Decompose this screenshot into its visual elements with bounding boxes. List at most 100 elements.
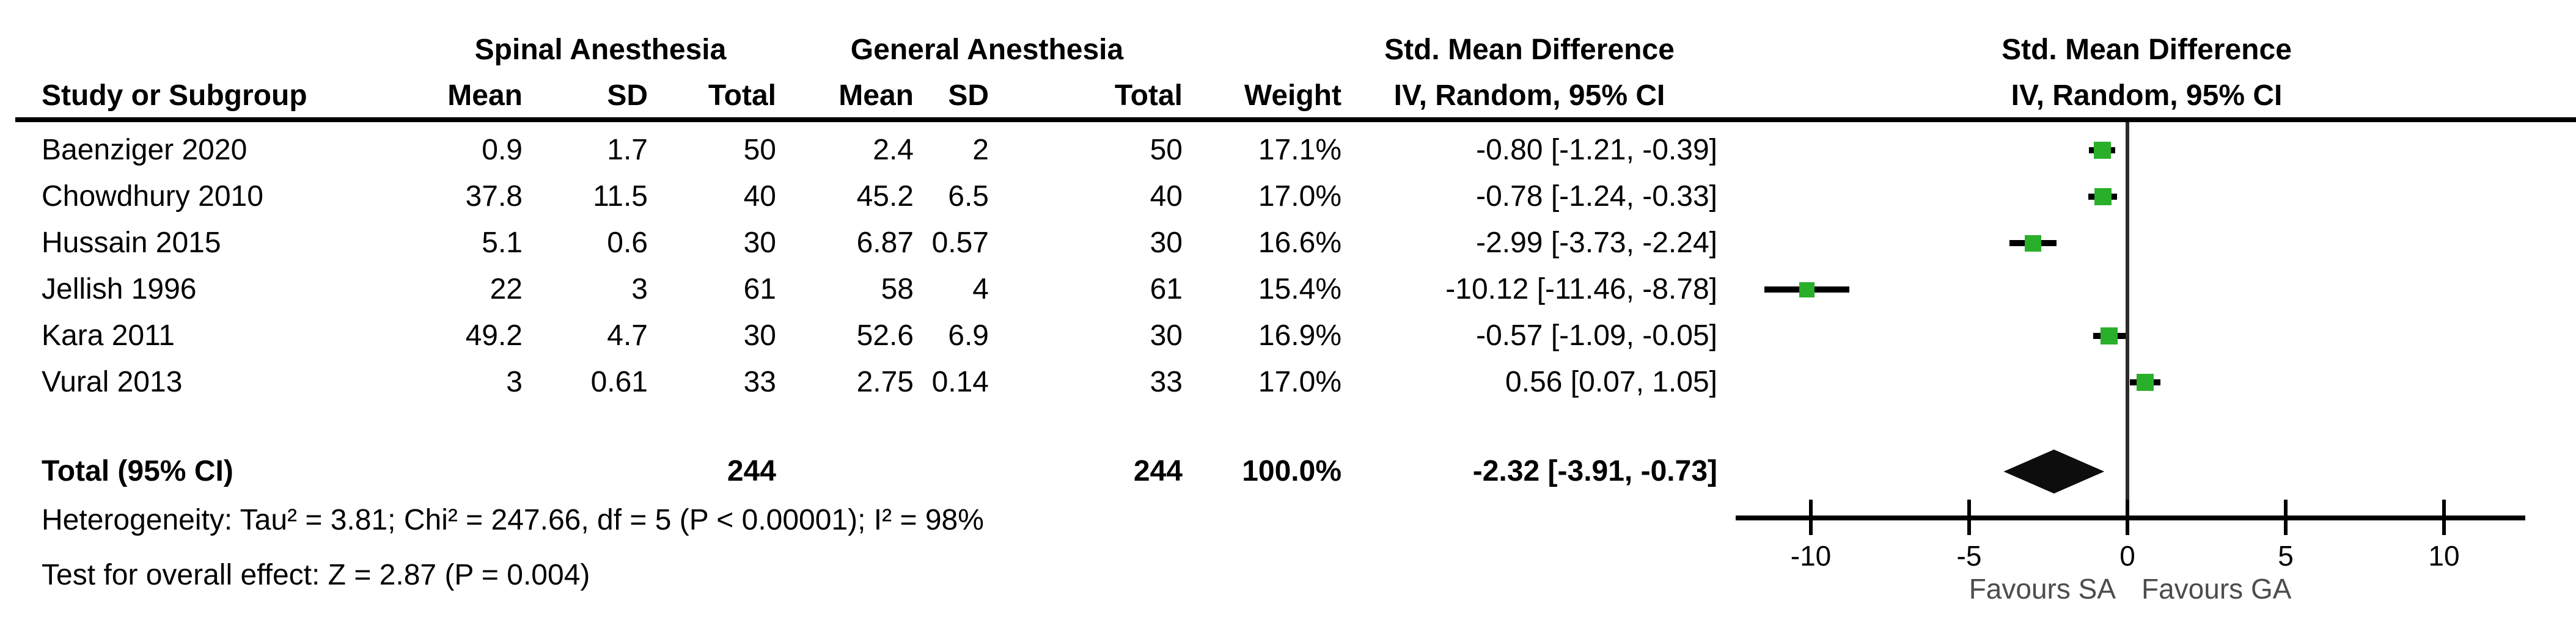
- study-label: Chowdhury 2010: [42, 180, 263, 213]
- ga-total-value: 30: [1150, 227, 1183, 259]
- effect-point-square: [2093, 142, 2111, 159]
- sa-sd-column-header: SD: [607, 79, 648, 112]
- smd-ci-text: 0.56 [0.07, 1.05]: [1505, 366, 1717, 398]
- effect-point-square: [2024, 235, 2041, 252]
- ga-sd-value: 6.5: [948, 180, 989, 213]
- weight-value: 17.0%: [1258, 366, 1341, 398]
- plot-title: Std. Mean Difference: [2002, 34, 2292, 66]
- overall-effect-stats: Test for overall effect: Z = 2.87 (P = 0…: [42, 559, 590, 591]
- sa-total-column-header: Total: [708, 79, 776, 112]
- sa-total-value: 61: [743, 273, 776, 305]
- sa-group-header: Spinal Anesthesia: [474, 34, 727, 66]
- ga-mean-value: 2.4: [873, 134, 914, 166]
- weight-column-header: Weight: [1244, 79, 1341, 112]
- ga-total-value: 30: [1150, 319, 1183, 352]
- table-row: Kara 2011 49.2 4.7 30 52.6 6.9 30 16.9% …: [0, 313, 1717, 359]
- smd-ci-text: -2.99 [-3.73, -2.24]: [1476, 227, 1717, 259]
- sa-total-value: 40: [743, 180, 776, 213]
- total-row: Total (95% CI) 244 244 100.0% -2.32 [-3.…: [0, 448, 1717, 495]
- ga-sd-value: 0.14: [931, 366, 989, 398]
- pooled-effect-diamond: [2003, 450, 2105, 494]
- sa-total-value: 33: [743, 366, 776, 398]
- ga-mean-column-header: Mean: [838, 79, 914, 112]
- sa-mean-value: 49.2: [465, 319, 523, 352]
- table-row: Hussain 2015 5.1 0.6 30 6.87 0.57 30 16.…: [0, 220, 1717, 266]
- smd-column-group-header: Std. Mean Difference: [1384, 34, 1675, 66]
- sa-sd-value: 0.61: [590, 366, 648, 398]
- smd-ci-text: -0.80 [-1.21, -0.39]: [1476, 134, 1717, 166]
- ga-sd-value: 0.57: [931, 227, 989, 259]
- ci-method-column-header: IV, Random, 95% CI: [1393, 79, 1665, 112]
- smd-ci-text: -0.57 [-1.09, -0.05]: [1476, 319, 1717, 352]
- zero-effect-line: [2126, 122, 2129, 518]
- weight-value: 17.0%: [1258, 180, 1341, 213]
- axis-tick-label: 0: [2119, 540, 2135, 572]
- effect-point-square: [2094, 188, 2112, 205]
- plot-subtitle: IV, Random, 95% CI: [2011, 79, 2283, 112]
- header-separator-line: [15, 117, 2576, 122]
- weight-value: 17.1%: [1258, 134, 1341, 166]
- sa-mean-column-header: Mean: [447, 79, 523, 112]
- table-row: Vural 2013 3 0.61 33 2.75 0.14 33 17.0% …: [0, 359, 1717, 406]
- table-row: Baenziger 2020 0.9 1.7 50 2.4 2 50 17.1%…: [0, 127, 1717, 173]
- axis-tick-label: 10: [2428, 540, 2460, 572]
- weight-value: 16.9%: [1258, 319, 1341, 352]
- sa-sd-value: 0.6: [607, 227, 648, 259]
- ga-total-value: 40: [1150, 180, 1183, 213]
- total-weight: 100.0%: [1242, 455, 1341, 487]
- ga-grand-total: 244: [1133, 455, 1183, 487]
- total-label: Total (95% CI): [42, 455, 233, 487]
- ga-sd-column-header: SD: [948, 79, 989, 112]
- axis-tick: [1809, 500, 1813, 535]
- effect-point-square: [1799, 282, 1815, 297]
- study-label: Hussain 2015: [42, 227, 221, 259]
- ga-mean-value: 2.75: [856, 366, 914, 398]
- sa-total-value: 30: [743, 227, 776, 259]
- sa-total-value: 30: [743, 319, 776, 352]
- favours-right-label: Favours GA: [2141, 573, 2292, 605]
- sa-mean-value: 3: [506, 366, 523, 398]
- smd-ci-text: -10.12 [-11.46, -8.78]: [1445, 273, 1717, 305]
- sa-mean-value: 37.8: [465, 180, 523, 213]
- study-column-header: Study or Subgroup: [42, 79, 307, 112]
- x-axis-line: [1736, 516, 2525, 520]
- effect-point-square: [2101, 327, 2118, 344]
- sa-sd-value: 1.7: [607, 134, 648, 166]
- favours-left-label: Favours SA: [1969, 573, 2116, 605]
- ga-mean-value: 45.2: [856, 180, 914, 213]
- study-label: Jellish 1996: [42, 273, 197, 305]
- ga-sd-value: 4: [972, 273, 989, 305]
- table-row: Jellish 1996 22 3 61 58 4 61 15.4% -10.1…: [0, 266, 1717, 313]
- ga-total-value: 50: [1150, 134, 1183, 166]
- ga-total-value: 33: [1150, 366, 1183, 398]
- ga-group-header: General Anesthesia: [850, 34, 1124, 66]
- smd-ci-text: -0.78 [-1.24, -0.33]: [1476, 180, 1717, 213]
- ga-sd-value: 6.9: [948, 319, 989, 352]
- axis-tick: [2442, 500, 2446, 535]
- sa-mean-value: 0.9: [482, 134, 523, 166]
- weight-value: 15.4%: [1258, 273, 1341, 305]
- ga-mean-value: 6.87: [856, 227, 914, 259]
- ga-total-column-header: Total: [1114, 79, 1183, 112]
- study-label: Vural 2013: [42, 366, 183, 398]
- axis-tick: [2284, 500, 2288, 535]
- sa-grand-total: 244: [727, 455, 776, 487]
- sa-mean-value: 5.1: [482, 227, 523, 259]
- study-label: Baenziger 2020: [42, 134, 248, 166]
- ga-mean-value: 58: [881, 273, 914, 305]
- sa-sd-value: 4.7: [607, 319, 648, 352]
- table-row: Chowdhury 2010 37.8 11.5 40 45.2 6.5 40 …: [0, 173, 1717, 220]
- axis-tick-label: -5: [1956, 540, 1982, 572]
- sa-total-value: 50: [743, 134, 776, 166]
- axis-tick-label: 5: [2278, 540, 2294, 572]
- sa-sd-value: 11.5: [593, 180, 648, 213]
- ga-total-value: 61: [1150, 273, 1183, 305]
- weight-value: 16.6%: [1258, 227, 1341, 259]
- axis-tick-label: -10: [1790, 540, 1832, 572]
- sa-mean-value: 22: [490, 273, 523, 305]
- ga-mean-value: 52.6: [856, 319, 914, 352]
- ga-sd-value: 2: [972, 134, 989, 166]
- axis-tick: [1967, 500, 1971, 535]
- total-smd-ci-text: -2.32 [-3.91, -0.73]: [1472, 455, 1717, 487]
